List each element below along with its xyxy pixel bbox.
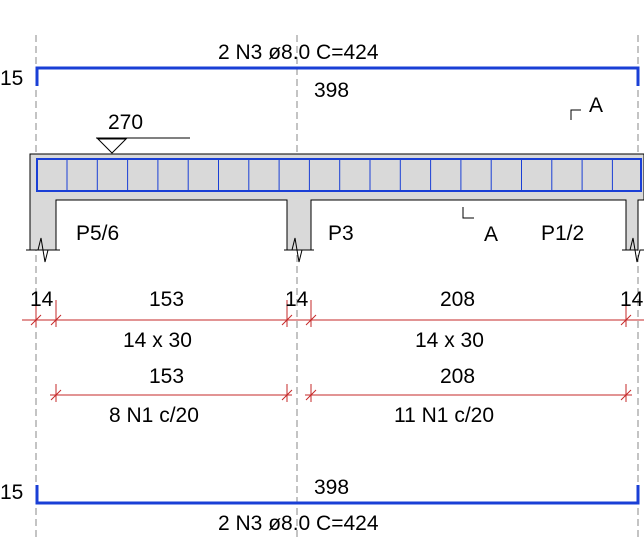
section-mark-top-symbol	[570, 109, 581, 120]
stirrup-label-left: 8 N1 c/20	[109, 404, 199, 427]
section-size-left: 14 x 30	[123, 329, 192, 352]
bottom-rebar	[35, 485, 640, 505]
column-break-lines	[26, 237, 644, 263]
beam-body	[29, 153, 644, 251]
support-middle-label: P3	[328, 222, 354, 245]
dim-span-left: 153	[149, 288, 184, 311]
dim-support-left: 14	[30, 288, 54, 311]
top-rebar	[35, 66, 640, 86]
stirrup-cage	[36, 158, 642, 192]
column-axes	[35, 35, 639, 540]
dim-span-right: 208	[440, 288, 475, 311]
support-left-label: P5/6	[76, 222, 119, 245]
stirrup-length-left: 153	[149, 365, 184, 388]
level-marker-triangle	[96, 138, 128, 154]
top-bar-length: 398	[314, 79, 349, 102]
dimension-line	[22, 300, 644, 327]
stirrup-length-right: 208	[440, 365, 475, 388]
stirrup-bars	[66, 159, 613, 191]
section-mark-bottom-symbol	[462, 207, 474, 219]
dim-support-right: 14	[620, 288, 644, 311]
section-mark-top: A	[589, 94, 603, 117]
bottom-bar-length: 398	[314, 476, 349, 499]
support-right-label: P1/2	[541, 222, 584, 245]
top-bar-hook-left: 15	[0, 67, 23, 90]
stirrup-label-right: 11 N1 c/20	[394, 404, 494, 427]
bottom-bar-hook-left: 15	[0, 481, 23, 504]
stirrup-distribution-lines	[50, 384, 632, 402]
bottom-bar-label: 2 N3 ø8.0 C=424	[218, 512, 379, 535]
dim-support-middle: 14	[285, 288, 309, 311]
section-size-right: 14 x 30	[415, 329, 484, 352]
level-marker-value: 270	[108, 111, 143, 134]
top-bar-label: 2 N3 ø8.0 C=424	[218, 41, 379, 64]
section-mark-bottom: A	[484, 223, 498, 246]
